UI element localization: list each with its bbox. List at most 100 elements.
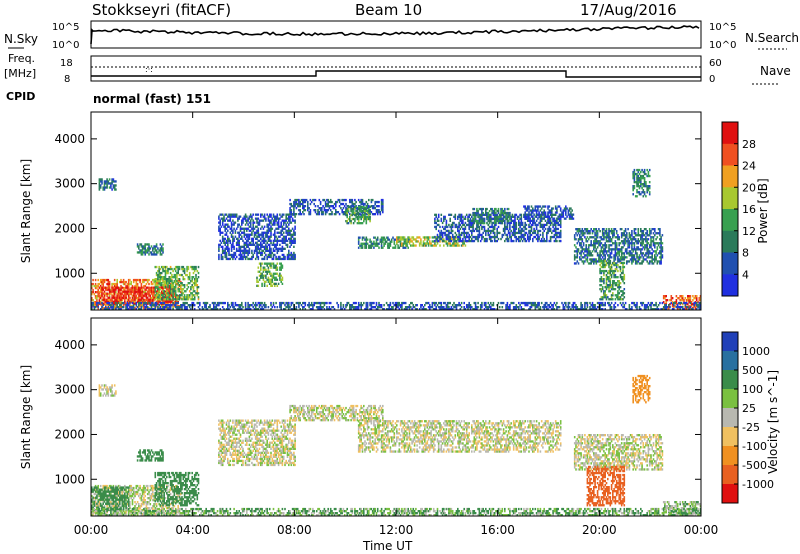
heatmap-cell: [540, 239, 543, 243]
heatmap-cell: [529, 235, 531, 239]
heatmap-cell: [636, 248, 638, 251]
heatmap-cell: [182, 292, 185, 295]
heatmap-cell: [638, 254, 641, 257]
heatmap-cell: [504, 209, 506, 213]
heatmap-cell: [599, 242, 601, 245]
heatmap-cell: [289, 217, 291, 220]
heatmap-cell: [105, 286, 107, 289]
heatmap-cell: [446, 225, 449, 229]
heatmap-cell: [346, 207, 348, 211]
heatmap-cell: [274, 284, 276, 287]
heatmap-cell: [591, 244, 594, 247]
heatmap-cell: [604, 246, 606, 249]
heatmap-cell: [468, 237, 470, 241]
heatmap-cell: [252, 239, 254, 242]
heatmap-cell: [472, 229, 474, 233]
heatmap-cell: [632, 174, 634, 178]
heatmap-cell: [474, 211, 477, 215]
heatmap-cell: [528, 229, 530, 233]
heatmap-cell: [491, 239, 493, 243]
heatmap-cell: [641, 230, 643, 233]
heatmap-cell: [476, 213, 478, 217]
heatmap-cell: [183, 290, 186, 293]
heatmap-cell: [594, 244, 596, 247]
heatmap-cell: [238, 217, 240, 220]
heatmap-cell: [501, 217, 504, 221]
heatmap-cell: [502, 211, 505, 215]
heatmap-cell: [136, 282, 139, 286]
heatmap-cell: [627, 240, 629, 243]
beam-title: Beam 10: [355, 1, 422, 19]
heatmap-cell: [596, 230, 599, 233]
heatmap-cell: [634, 238, 637, 241]
heatmap-cell: [138, 294, 140, 297]
heatmap-cell: [595, 240, 598, 243]
heatmap-cell: [595, 262, 598, 265]
heatmap-cell: [282, 221, 285, 224]
heatmap-cell: [188, 290, 191, 293]
heatmap-cell: [633, 236, 636, 239]
heatmap-cell: [435, 213, 437, 216]
heatmap-cell: [482, 222, 484, 225]
heatmap-cell: [492, 225, 495, 229]
heatmap-cell: [351, 217, 354, 221]
heatmap-cell: [243, 253, 246, 257]
heatmap-cell: [465, 233, 468, 237]
heatmap-cell: [366, 238, 369, 241]
heatmap-cell: [155, 292, 158, 295]
heatmap-cell: [537, 237, 539, 241]
heatmap-cell: [557, 217, 559, 220]
heatmap-cell: [140, 303, 143, 306]
heatmap-cell: [608, 244, 610, 247]
heatmap-cell: [660, 258, 662, 261]
heatmap-cell: [523, 235, 525, 239]
heatmap-cell: [227, 215, 229, 218]
heatmap-cell: [589, 258, 591, 261]
heatmap-cell: [537, 217, 539, 220]
heatmap-cell: [612, 236, 614, 239]
heatmap-cell: [448, 229, 450, 233]
heatmap-cell: [126, 290, 129, 293]
heatmap-cell: [618, 265, 620, 269]
heatmap-cell: [342, 207, 345, 210]
heatmap-cell: [528, 231, 530, 235]
heatmap-cell: [371, 242, 374, 245]
heatmap-cell: [549, 213, 552, 216]
heatmap-cell: [266, 284, 268, 287]
heatmap-cell: [298, 200, 300, 204]
heatmap-cell: [378, 246, 380, 249]
heatmap-cell: [164, 280, 167, 283]
heatmap-cell: [266, 257, 268, 261]
heatmap-cell: [328, 200, 331, 204]
heatmap-cell: [629, 242, 632, 245]
heatmap-cell: [228, 219, 230, 222]
heatmap-cell: [347, 207, 350, 211]
heatmap-cell: [512, 239, 515, 243]
heatmap-cell: [233, 255, 235, 259]
heatmap-cell: [648, 262, 651, 265]
heatmap-cell: [357, 207, 360, 211]
heatmap-cell: [110, 184, 112, 187]
heatmap-cell: [418, 244, 421, 247]
heatmap-cell: [254, 237, 257, 240]
heatmap-cell: [122, 294, 125, 297]
heatmap-cell: [361, 198, 364, 202]
power-heatmap: [91, 168, 702, 311]
heatmap-cell: [553, 223, 556, 227]
heatmap-cell: [146, 296, 149, 299]
heatmap-cell: [148, 247, 150, 250]
heatmap-cell: [487, 227, 490, 231]
heatmap-cell: [191, 280, 193, 283]
heatmap-cell: [346, 213, 348, 217]
heatmap-cell: [532, 219, 534, 222]
heatmap-cell: [197, 271, 200, 275]
heatmap-cell: [345, 202, 347, 206]
heatmap-cell: [631, 260, 633, 263]
heatmap-cell: [105, 186, 107, 189]
heatmap-cell: [412, 238, 415, 241]
heatmap-cell: [99, 294, 102, 297]
heatmap-cell: [443, 227, 445, 231]
heatmap-cell: [498, 221, 501, 225]
heatmap-cell: [504, 215, 506, 219]
heatmap-cell: [577, 230, 580, 233]
